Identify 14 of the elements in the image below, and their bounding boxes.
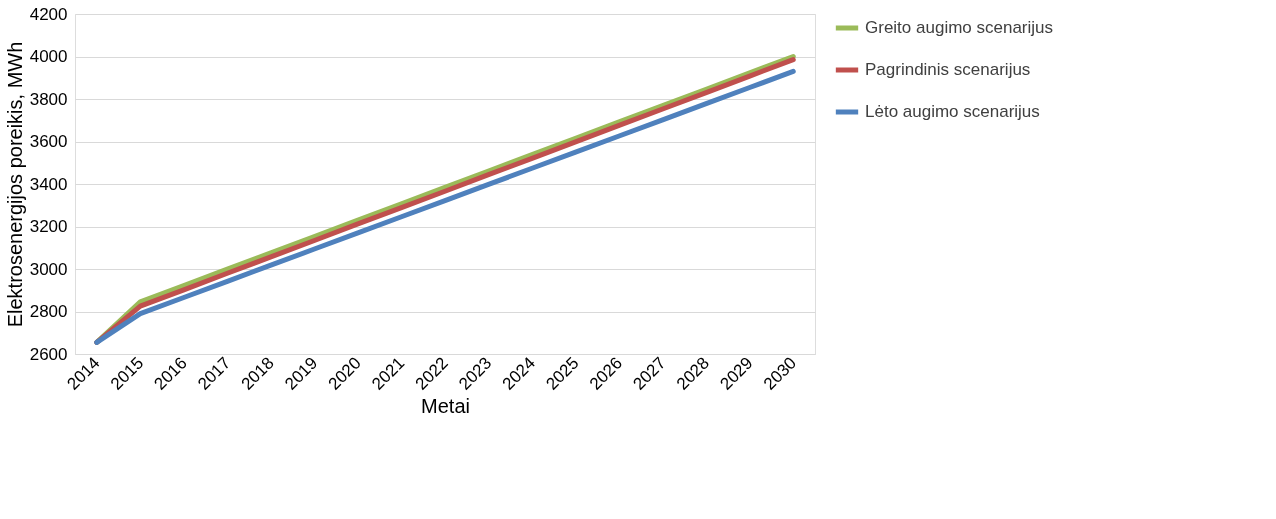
y-axis-title: Elektrosenergijos poreikis, MWh — [3, 41, 26, 328]
y-tick-label: 2800 — [29, 302, 68, 321]
y-tick-label: 4000 — [29, 47, 68, 66]
y-tick-label: 3800 — [29, 89, 68, 109]
x-axis-title: Metai — [421, 394, 470, 417]
y-tick-label: 3000 — [29, 259, 68, 279]
legend-label: Pagrindinis scenarijus — [865, 60, 1031, 79]
legend-label: Greito augimo scenarijus — [865, 18, 1054, 37]
y-tick-label: 3200 — [29, 217, 68, 236]
y-tick-label: 3600 — [29, 132, 68, 151]
y-tick-label: 4200 — [29, 4, 68, 24]
legend-label: Lėto augimo scenarijus — [865, 102, 1040, 121]
y-tick-label: 3400 — [29, 174, 68, 194]
y-tick-label: 2600 — [29, 344, 68, 364]
